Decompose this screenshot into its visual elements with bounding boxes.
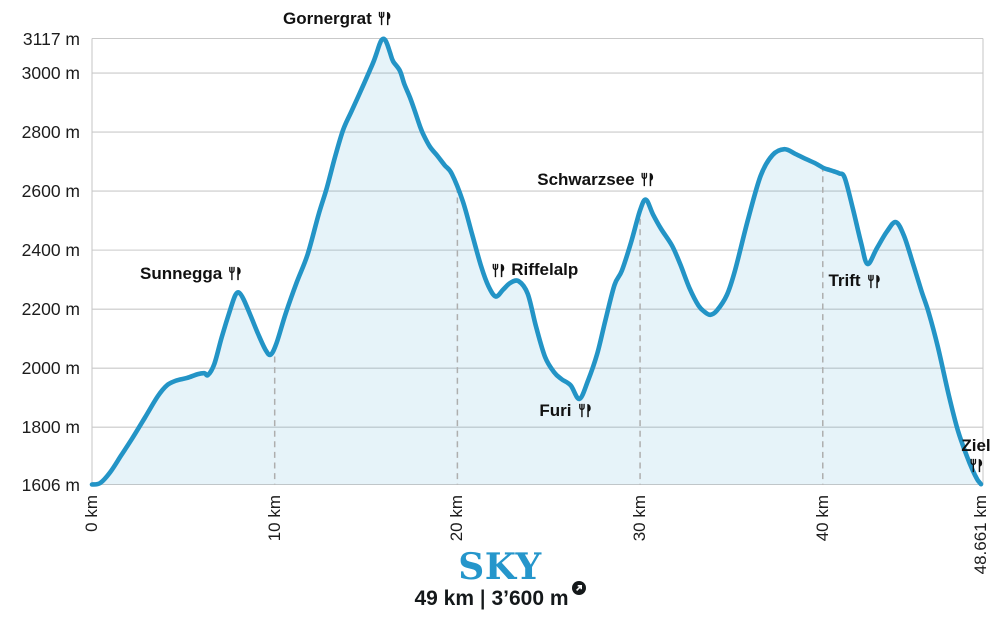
station-name: Ziel bbox=[961, 436, 991, 456]
race-stats: 49 km | 3’600 m bbox=[0, 581, 1000, 611]
station-name: Gornergrat bbox=[282, 8, 372, 28]
station-label-trift: Trift bbox=[828, 271, 880, 291]
station-label-gornergrat: Gornergrat bbox=[283, 9, 392, 29]
elevation-profile-line bbox=[89, 36, 984, 487]
y-axis-tick-label: 1800 m bbox=[21, 417, 80, 438]
profile-area-fill bbox=[92, 38, 981, 485]
y-axis-tick-label: 3000 m bbox=[21, 63, 80, 84]
y-axis-tick-label: 2600 m bbox=[21, 181, 80, 202]
stats-separator: | bbox=[478, 587, 487, 610]
station-name: Furi bbox=[539, 400, 572, 420]
race-distance: 49 km bbox=[414, 587, 474, 610]
station-name: Sunnegga bbox=[140, 263, 223, 283]
x-axis-tick-label: 0 km bbox=[82, 495, 101, 532]
race-elevation-gain: 3’600 m bbox=[491, 587, 569, 610]
fork-knife-icon bbox=[378, 11, 391, 26]
station-label-ziel: Ziel bbox=[961, 436, 991, 474]
y-axis-tick-label: 2200 m bbox=[21, 299, 80, 320]
station-label-furi: Furi bbox=[539, 401, 591, 421]
y-axis-tick-label: 2400 m bbox=[21, 240, 80, 261]
fork-knife-icon bbox=[641, 173, 654, 187]
x-axis-tick-label: 30 km bbox=[630, 495, 650, 542]
station-name: Schwarzsee bbox=[537, 169, 635, 189]
x-axis-tick-label: 10 km bbox=[264, 495, 284, 542]
y-axis-tick-label: 3117 m bbox=[22, 28, 80, 49]
fork-knife-icon bbox=[867, 274, 880, 288]
y-axis-tick-label: 2000 m bbox=[21, 358, 80, 379]
fork-knife-icon bbox=[229, 266, 242, 281]
x-axis-tick-label: 40 km bbox=[812, 495, 832, 542]
station-name: Riffelalp bbox=[511, 260, 579, 280]
station-label-riffelalp: Riffelalp bbox=[491, 260, 578, 280]
arrow-up-right-circle-icon bbox=[571, 581, 586, 595]
y-axis-tick-label: 1606 m bbox=[21, 474, 80, 495]
station-name: Trift bbox=[828, 271, 861, 290]
fork-knife-icon bbox=[578, 404, 591, 418]
fork-knife-icon bbox=[970, 459, 983, 473]
race-title: SKY bbox=[458, 546, 542, 588]
station-label-sunnegga: Sunnegga bbox=[140, 264, 242, 284]
x-axis-tick-label: 20 km bbox=[447, 495, 467, 542]
y-axis-tick-label: 2800 m bbox=[21, 122, 80, 143]
station-label-schwarzsee: Schwarzsee bbox=[537, 170, 654, 190]
fork-knife-icon bbox=[492, 263, 504, 278]
